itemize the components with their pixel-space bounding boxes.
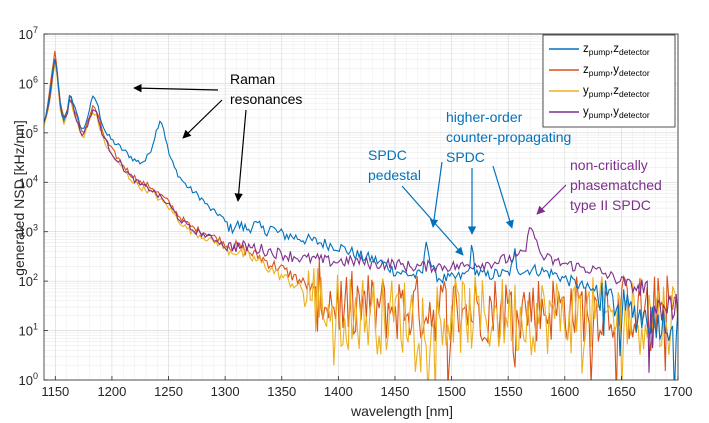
y-tick-label: 105	[19, 124, 38, 141]
legend-entry: ypump,zdetector	[583, 85, 650, 99]
annotation-arrows	[133, 83, 567, 256]
arrow-higher-order-1478	[429, 161, 443, 228]
x-tick-label: 1650	[607, 384, 636, 399]
y-axis-label: generated NSD [kHz/nm]	[11, 120, 27, 276]
y-tick-label: 101	[19, 322, 38, 339]
annotation-higher-order-line3: SPDC	[446, 149, 485, 165]
arrow-raman-1240	[182, 99, 223, 139]
plot-frame	[43, 33, 679, 381]
annotation-higher-order: higher-order counter-propagating SPDC	[446, 109, 571, 165]
annotation-spdc-pedestal-line2: pedestal	[368, 167, 421, 183]
legend-entry: zpump,zdetector	[583, 43, 650, 57]
x-tick-label: 1250	[154, 384, 183, 399]
annotation-type-ii-line2: phasematched	[570, 177, 662, 193]
y-tick-label: 106	[19, 74, 38, 91]
annotation-spdc-pedestal-line1: SPDC	[368, 147, 407, 163]
arrow-higher-order-1556	[492, 165, 514, 229]
y-tick-label: 100	[19, 371, 38, 388]
series-layer	[44, 50, 678, 380]
series-line-1	[44, 58, 678, 380]
y-tick-label: 103	[19, 223, 38, 240]
x-tick-label: 1600	[550, 384, 579, 399]
annotation-raman: Raman resonances	[230, 71, 302, 107]
x-tick-label: 1550	[494, 384, 523, 399]
x-tick-label: 1300	[211, 384, 240, 399]
x-tick-label: 1700	[664, 384, 693, 399]
annotation-raman-line1: Raman	[230, 71, 275, 87]
arrow-raman-1185	[133, 83, 219, 93]
legend-entry: zpump,ydetector	[583, 64, 650, 78]
annotation-raman-line2: resonances	[230, 91, 302, 107]
annotation-type-ii-line3: type II SPDC	[570, 197, 651, 213]
arrow-raman-1305	[234, 109, 247, 202]
y-tick-label: 104	[19, 173, 38, 190]
annotation-type-ii-line1: non-critically	[570, 157, 648, 173]
series-line-3	[44, 64, 678, 380]
x-tick-label: 1150	[41, 384, 69, 399]
annotation-higher-order-line2: counter-propagating	[446, 129, 571, 145]
x-tick-label: 1450	[381, 384, 410, 399]
x-tick-label: 1500	[437, 384, 466, 399]
x-tick-label: 1200	[97, 384, 126, 399]
x-tick-label: 1350	[267, 384, 296, 399]
annotation-type-ii: non-critically phasematched type II SPDC	[570, 157, 662, 213]
axis-ticks: 1150 1200 1250 1300 1350 1400 1450 1500 1550 1600…	[19, 25, 693, 399]
x-axis-label: wavelength [nm]	[350, 403, 453, 419]
arrow-type-ii	[536, 184, 567, 215]
series-line-4	[44, 58, 678, 373]
y-tick-label: 102	[19, 272, 38, 289]
legend-entry: ypump,ydetector	[583, 106, 650, 120]
y-tick-label: 107	[19, 25, 38, 42]
annotation-higher-order-line1: higher-order	[446, 109, 523, 125]
legend: zpump,zdetector zpump,ydetector ypump,zdet…	[542, 34, 676, 128]
x-tick-label: 1400	[324, 384, 353, 399]
annotation-spdc-pedestal: SPDC pedestal	[368, 147, 421, 183]
